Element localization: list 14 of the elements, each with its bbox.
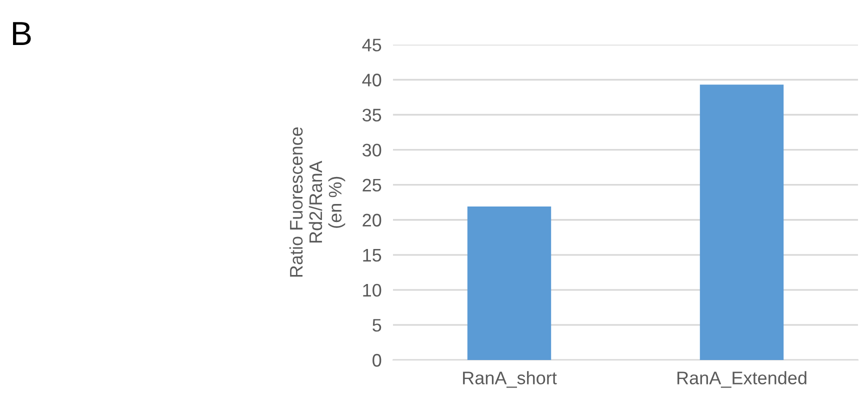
text: B xyxy=(13,22,31,45)
y-tick-label: 5 xyxy=(372,319,382,332)
x-tick-label: RanA_Extended xyxy=(677,371,806,388)
y-tick-label: 25 xyxy=(362,178,382,192)
y-tick-label: 0 xyxy=(372,354,382,367)
y-tick-label: 10 xyxy=(363,284,382,297)
y-tick-label: 30 xyxy=(362,144,382,157)
x-tick-label: RanA_short xyxy=(463,371,557,388)
y-axis-title: Ratio Fuorescence Rd2/RanA (en %) xyxy=(289,127,346,277)
y-tick-label: 15 xyxy=(363,249,382,262)
y-tick-label: 40 xyxy=(362,74,382,86)
y-tick-label: 35 xyxy=(362,108,382,122)
y-tick-label: 45 xyxy=(362,38,382,52)
y-tick-label: 20 xyxy=(362,214,382,227)
